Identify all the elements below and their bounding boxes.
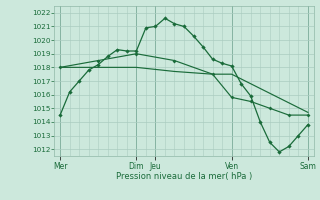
X-axis label: Pression niveau de la mer( hPa ): Pression niveau de la mer( hPa ) <box>116 172 252 181</box>
